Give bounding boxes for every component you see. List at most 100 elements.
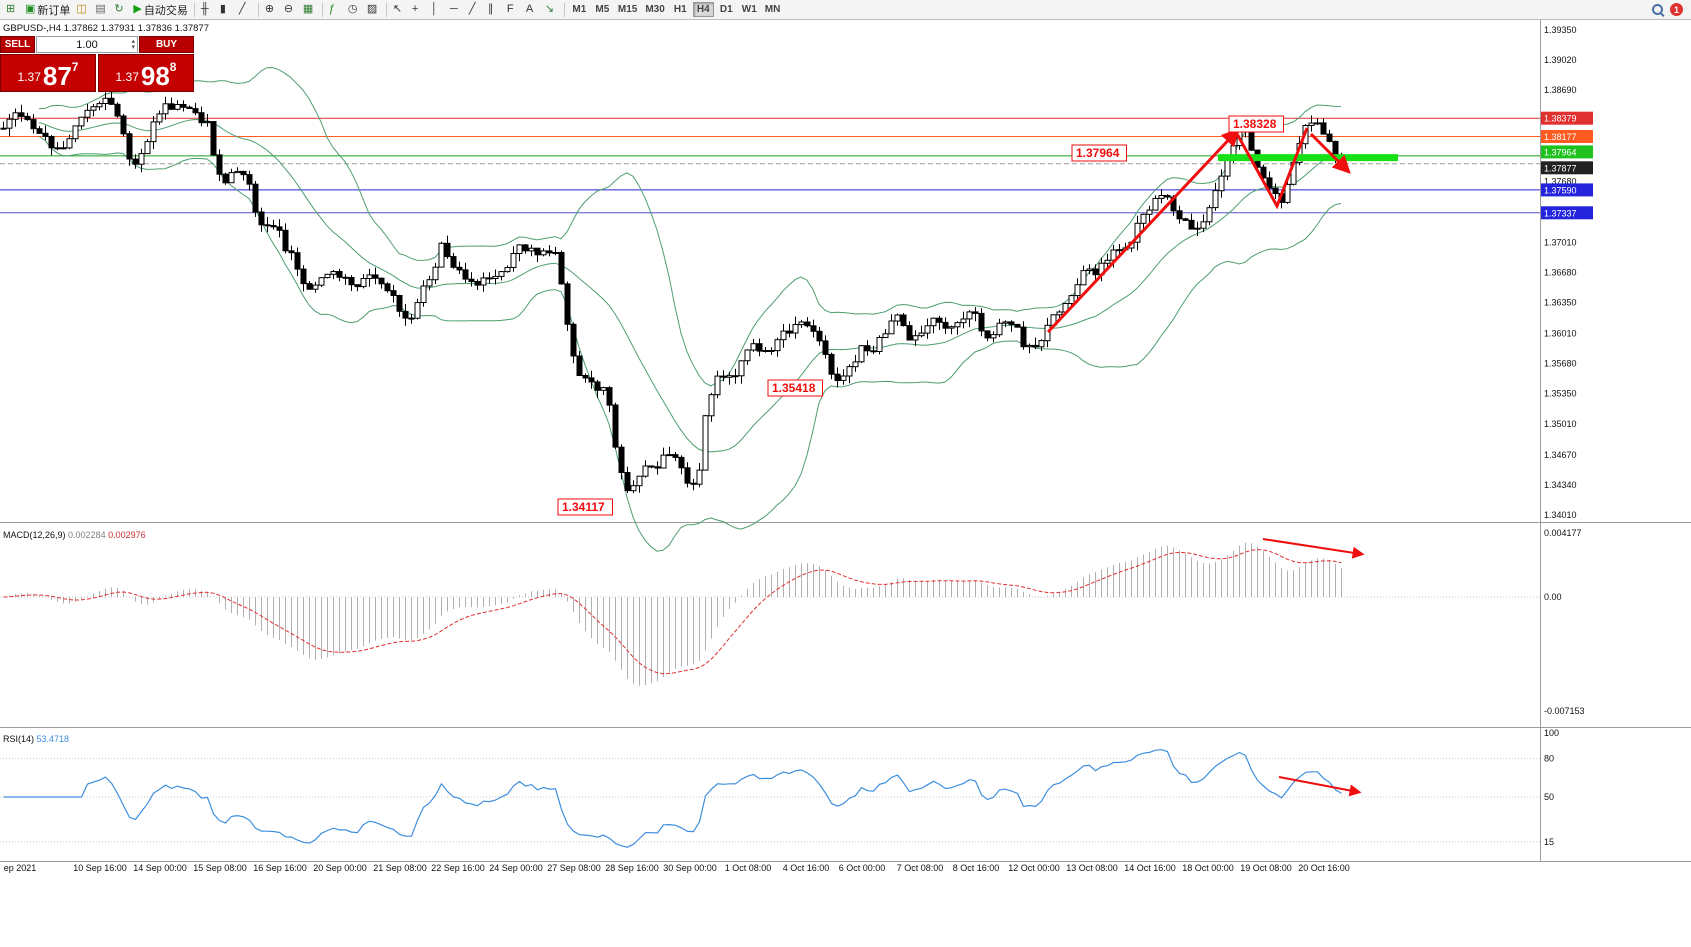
toolbar-new-order-button[interactable]: ▣ 新订单 xyxy=(22,1,73,18)
volume-spinner[interactable]: ▴ ▾ xyxy=(131,37,135,52)
annotation-arrow-3[interactable] xyxy=(1262,538,1365,559)
horizontal-level-lines[interactable] xyxy=(0,117,1540,214)
toolbar-zoom-out-button[interactable]: ⊖ xyxy=(281,1,300,18)
svg-text:15 Sep 08:00: 15 Sep 08:00 xyxy=(193,863,247,873)
macd-axis-bottom: -0.007153 xyxy=(1544,706,1585,716)
chart-candles-icon: ▮ xyxy=(219,3,226,15)
notification-badge[interactable]: 1 xyxy=(1670,3,1683,16)
price-tag-1.37964 xyxy=(1541,145,1593,159)
annotation-box-1.37964[interactable] xyxy=(1071,144,1127,162)
svg-text:30 Sep 00:00: 30 Sep 00:00 xyxy=(663,863,717,873)
toolbar-market-watch-button[interactable]: ◫ xyxy=(73,1,92,18)
search-icon[interactable] xyxy=(1651,3,1665,17)
svg-text:ep 2021: ep 2021 xyxy=(4,863,37,873)
macd-axis-top: 0.004177 xyxy=(1544,528,1582,538)
toolbar-cursor-button[interactable]: ↖ xyxy=(390,1,409,18)
toolbar-periods-button[interactable]: ◷ xyxy=(345,1,364,18)
toolbar-trendline-button[interactable]: ╱ xyxy=(466,1,485,18)
annotation-box-1.38328[interactable] xyxy=(1228,115,1284,133)
price-tick: 1.36010 xyxy=(1544,328,1577,338)
timeframe-h1-button[interactable]: H1 xyxy=(670,2,691,17)
auto-trading-label: 自动交易 xyxy=(143,4,188,17)
toolbar-refresh-button[interactable]: ↻ xyxy=(111,1,130,18)
annotation-zigzag[interactable] xyxy=(1234,127,1309,210)
toolbar-auto-trading-button[interactable]: ▶ 自动交易 xyxy=(130,1,190,18)
toolbar-data-window-button[interactable]: ▤ xyxy=(92,1,111,18)
timeframe-d1-button[interactable]: D1 xyxy=(716,2,737,17)
toolbar-fibonacci-button[interactable]: F xyxy=(504,1,523,18)
buy-price-button[interactable]: 1.37 98 8 xyxy=(98,54,194,92)
indicators-icon: ƒ xyxy=(328,3,335,15)
timeframe-m15-button[interactable]: M15 xyxy=(615,2,640,17)
timeframe-m1-button[interactable]: M1 xyxy=(569,2,590,17)
toolbar-zoom-in-button[interactable]: ⊕ xyxy=(262,1,281,18)
toolbar-templates-button[interactable]: ▨ xyxy=(364,1,383,18)
new-chart-icon: ⊞ xyxy=(6,3,16,15)
annotation-box-1.34117[interactable] xyxy=(557,498,613,516)
market-watch-icon: ◫ xyxy=(76,3,87,15)
toolbar-new-chart-button[interactable]: ⊞ xyxy=(3,1,22,18)
annotation-arrow-2[interactable] xyxy=(1309,132,1351,174)
timeframe-w1-button[interactable]: W1 xyxy=(739,2,760,17)
sell-price-sup: 7 xyxy=(71,60,79,74)
trader-annotations[interactable]: 1.38328 1.37964 1.35418 1.34117 xyxy=(557,115,1365,797)
timeframe-m5-button[interactable]: M5 xyxy=(592,2,613,17)
volume-down-icon[interactable]: ▾ xyxy=(131,43,135,51)
toolbar-separator xyxy=(193,2,195,17)
price-tick: 1.37010 xyxy=(1544,238,1577,248)
annotation-arrow-1[interactable] xyxy=(1046,128,1240,334)
timeframe-mn-button[interactable]: MN xyxy=(762,2,784,17)
macd-signal-line xyxy=(3,549,1342,675)
toolbar-chart-bars-button[interactable]: ╫ xyxy=(198,1,217,18)
toolbar-channel-button[interactable]: ∥ xyxy=(485,1,504,18)
rsi-axis-80: 80 xyxy=(1544,754,1554,764)
price-tick: 1.34010 xyxy=(1544,510,1577,520)
price-tag-1.37590 xyxy=(1541,183,1593,197)
toolbar-arrows-button[interactable]: ↘ xyxy=(542,1,561,18)
zoom-in-icon: ⊕ xyxy=(264,3,275,15)
time-axis: ep 2021 10 Sep 16:00 14 Sep 00:00 15 Sep 08… xyxy=(4,863,1350,873)
toolbar-crosshair-button[interactable]: + xyxy=(409,1,428,18)
toolbar-text-button[interactable]: A xyxy=(523,1,542,18)
toolbar-vertical-line-button[interactable]: │ xyxy=(428,1,447,18)
volume-up-icon[interactable]: ▴ xyxy=(131,37,135,45)
rsi-label: RSI(14) 53.4718 xyxy=(3,734,69,744)
svg-text:27 Sep 08:00: 27 Sep 08:00 xyxy=(547,863,601,873)
timeframe-h4-button[interactable]: H4 xyxy=(692,2,714,17)
volume-value[interactable]: 1.00 xyxy=(76,38,98,51)
price-tag-1.37337 xyxy=(1541,206,1593,220)
periods-icon: ◷ xyxy=(347,3,358,15)
price-tag-1.37877 xyxy=(1541,161,1593,175)
svg-text:1.37337: 1.37337 xyxy=(1544,208,1577,218)
svg-text:16 Sep 16:00: 16 Sep 16:00 xyxy=(253,863,307,873)
bollinger-middle-band xyxy=(38,118,1342,453)
sell-price-button[interactable]: 1.37 87 7 xyxy=(0,54,96,92)
svg-text:20 Oct 16:00: 20 Oct 16:00 xyxy=(1298,863,1350,873)
vertical-line-icon: │ xyxy=(430,3,438,15)
toolbar-tile-windows-button[interactable]: ▦ xyxy=(300,1,319,18)
price-tick: 1.39350 xyxy=(1544,25,1577,35)
timeframe-m30-button[interactable]: M30 xyxy=(642,2,667,17)
toolbar-chart-candles-button[interactable]: ▮ xyxy=(217,1,236,18)
annotation-box-1.35418[interactable] xyxy=(767,379,823,397)
sell-button[interactable]: SELL xyxy=(0,36,35,53)
svg-text:18 Oct 00:00: 18 Oct 00:00 xyxy=(1182,863,1234,873)
toolbar-separator xyxy=(563,2,565,17)
macd-label: MACD(12,26,9) 0.002284 0.002976 xyxy=(3,530,146,540)
svg-text:1 Oct 08:00: 1 Oct 08:00 xyxy=(725,863,772,873)
cursor-icon: ↖ xyxy=(392,3,403,15)
svg-text:8 Oct 16:00: 8 Oct 16:00 xyxy=(953,863,1000,873)
buy-button[interactable]: BUY xyxy=(139,36,194,53)
svg-text:4 Oct 16:00: 4 Oct 16:00 xyxy=(783,863,830,873)
toolbar-chart-line-button[interactable]: ╱ xyxy=(236,1,255,18)
svg-text:20 Sep 00:00: 20 Sep 00:00 xyxy=(313,863,367,873)
toolbar-indicators-button[interactable]: ƒ xyxy=(326,1,345,18)
price-tick: 1.38690 xyxy=(1544,85,1577,95)
price-tag-1.38379 xyxy=(1541,111,1593,125)
volume-field[interactable]: 1.00 ▴ ▾ xyxy=(36,36,138,53)
toolbar-separator xyxy=(257,2,259,17)
toolbar-horizontal-line-button[interactable]: ─ xyxy=(447,1,466,18)
toolbar-separator xyxy=(385,2,387,17)
annotation-arrow-4[interactable] xyxy=(1278,776,1362,797)
